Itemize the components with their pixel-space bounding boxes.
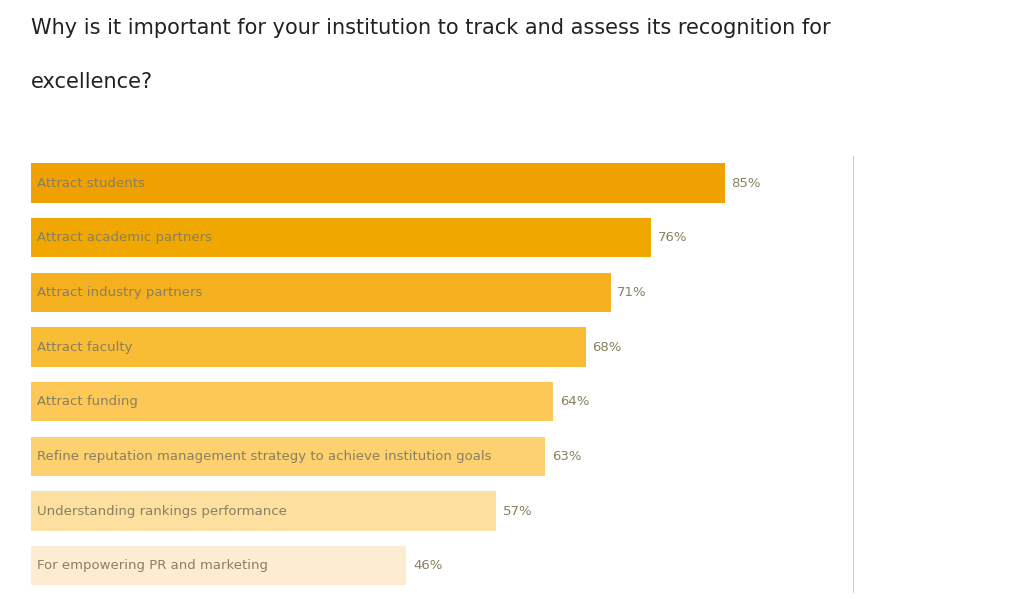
Text: 57%: 57% — [502, 504, 532, 518]
Text: Attract students: Attract students — [37, 177, 145, 189]
Text: Attract industry partners: Attract industry partners — [37, 286, 202, 299]
Text: 85%: 85% — [731, 177, 761, 189]
Bar — [31, 164, 725, 202]
Bar — [31, 328, 586, 367]
Bar — [31, 218, 651, 258]
Text: 68%: 68% — [592, 341, 622, 353]
Text: Attract academic partners: Attract academic partners — [37, 231, 212, 244]
Bar — [31, 382, 553, 421]
Text: Attract funding: Attract funding — [37, 395, 138, 408]
Text: Understanding rankings performance: Understanding rankings performance — [37, 504, 287, 518]
Bar — [31, 437, 545, 476]
Bar — [31, 546, 406, 585]
Text: 71%: 71% — [617, 286, 646, 299]
Text: 64%: 64% — [560, 395, 589, 408]
Text: 63%: 63% — [551, 450, 581, 463]
Text: For empowering PR and marketing: For empowering PR and marketing — [37, 559, 269, 572]
Text: 76%: 76% — [658, 231, 687, 244]
Text: excellence?: excellence? — [31, 72, 153, 92]
Text: Why is it important for your institution to track and assess its recognition for: Why is it important for your institution… — [31, 18, 830, 38]
Text: Refine reputation management strategy to achieve institution goals: Refine reputation management strategy to… — [37, 450, 492, 463]
Bar — [31, 273, 611, 312]
Bar — [31, 491, 496, 531]
Text: 46%: 46% — [412, 559, 442, 572]
Text: Attract faculty: Attract faculty — [37, 341, 133, 353]
